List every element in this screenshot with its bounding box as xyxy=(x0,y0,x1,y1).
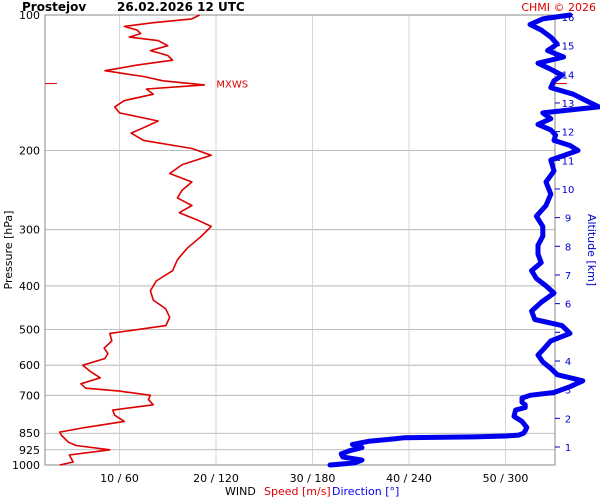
mxws-label: MXWS xyxy=(216,80,248,91)
pressure-tick-label: 100 xyxy=(19,9,40,22)
altitude-tick-label: 6 xyxy=(565,300,571,311)
y2-axis-title: Altitude [km] xyxy=(585,214,598,286)
altitude-tick-label: 1 xyxy=(565,443,571,454)
plot-frame xyxy=(44,14,556,466)
altitude-tick-label: 11 xyxy=(562,156,575,167)
wind-tick-label: 20 / 120 xyxy=(193,472,239,485)
altitude-tick-label: 16 xyxy=(562,13,575,24)
altitude-tick-label: 2 xyxy=(565,414,571,425)
altitude-tick-label: 12 xyxy=(562,128,575,139)
pressure-tick-label: 850 xyxy=(19,427,40,440)
legend-direction: Direction [°] xyxy=(332,485,399,498)
pressure-tick-label: 925 xyxy=(19,444,40,457)
altitude-tick-label: 10 xyxy=(562,185,575,196)
series-speed-line xyxy=(58,14,212,466)
wind-tick-label: 40 / 240 xyxy=(386,472,432,485)
altitude-tick-label: 5 xyxy=(565,328,571,339)
pressure-tick-label: 200 xyxy=(19,144,40,157)
sounding-datetime: 26.02.2026 12 UTC xyxy=(117,0,245,14)
altitude-tick-label: 7 xyxy=(565,271,571,282)
y-axis-title: Pressure [hPa] xyxy=(2,211,15,290)
pressure-tick-label: 500 xyxy=(19,324,40,337)
altitude-tick-label: 15 xyxy=(562,42,575,53)
series-layer xyxy=(58,12,600,468)
pressure-tick-label: 300 xyxy=(19,224,40,237)
altitude-tick-label: 14 xyxy=(562,70,575,81)
grid xyxy=(45,14,555,466)
altitude-tick-label: 8 xyxy=(565,242,571,253)
x-axis-title: WIND xyxy=(225,485,256,498)
pressure-tick-label: 600 xyxy=(19,359,40,372)
altitude-tick-label: 9 xyxy=(565,214,571,225)
wind-tick-label: 50 / 300 xyxy=(483,472,529,485)
credit-label: CHMI © 2026 xyxy=(521,1,596,14)
pressure-tick-label: 400 xyxy=(19,280,40,293)
altitude-tick-label: 4 xyxy=(565,357,571,368)
wind-tick-label: 30 / 180 xyxy=(290,472,336,485)
station-name: Prostejov xyxy=(22,0,86,14)
pressure-tick-label: 700 xyxy=(19,389,40,402)
series-direction-line xyxy=(327,12,600,468)
wind-tick-label: 10 / 60 xyxy=(100,472,139,485)
altitude-tick-label: 3 xyxy=(565,386,571,397)
pressure-tick-label: 1000 xyxy=(12,459,40,472)
legend-speed: Speed [m/s] xyxy=(264,485,331,498)
altitude-tick-label: 13 xyxy=(562,99,575,110)
plot-border xyxy=(44,14,556,466)
